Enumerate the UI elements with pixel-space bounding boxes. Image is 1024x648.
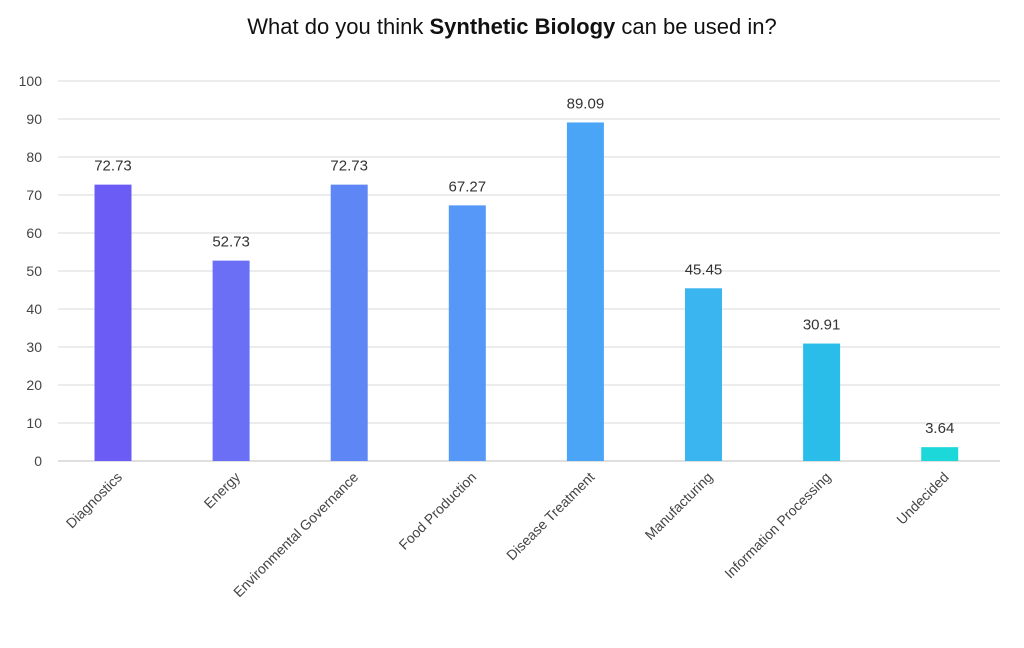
value-label: 67.27: [449, 178, 487, 195]
x-tick-label: Disease Treatment: [503, 469, 597, 563]
y-tick-label: 100: [19, 73, 43, 89]
grid-lines: [58, 80, 1000, 462]
y-tick-label: 20: [26, 377, 42, 393]
title-part-1: What do you think: [247, 14, 430, 39]
y-tick-label: 30: [26, 339, 42, 355]
bar: [566, 122, 604, 461]
value-label: 30.91: [803, 317, 841, 334]
y-tick-label: 90: [26, 111, 42, 127]
x-tick-label: Diagnostics: [63, 469, 125, 531]
value-label: 72.73: [94, 158, 132, 175]
bar: [448, 205, 486, 461]
y-tick-label: 50: [26, 263, 42, 279]
bar: [330, 184, 368, 461]
value-label: 72.73: [330, 158, 368, 175]
bar: [212, 260, 250, 461]
x-tick-label: Environmental Governance: [230, 469, 361, 600]
x-tick-label: Undecided: [893, 469, 952, 528]
bar: [803, 343, 841, 461]
x-tick-label: Information Processing: [721, 469, 834, 582]
x-tick-label: Food Production: [395, 469, 479, 553]
bar: [921, 447, 959, 461]
bar: [685, 288, 722, 461]
chart-title: What do you think Synthetic Biology can …: [0, 14, 1024, 40]
y-tick-label: 60: [26, 225, 42, 241]
y-axis-ticks: 0 10 20 30 40 50 60 70 80 90 100: [19, 73, 43, 469]
y-tick-label: 10: [26, 415, 42, 431]
bars: [94, 122, 959, 461]
value-label: 45.45: [685, 261, 723, 278]
y-tick-label: 0: [34, 453, 42, 469]
value-label: 3.64: [925, 420, 954, 437]
value-label: 52.73: [212, 234, 250, 251]
x-tick-label: Energy: [201, 469, 244, 512]
value-labels: 72.73 52.73 72.73 67.27 89.09 45.45 30.91 3.64: [94, 95, 954, 437]
x-tick-label: Manufacturing: [642, 469, 716, 543]
y-tick-label: 70: [26, 187, 42, 203]
title-part-2: Synthetic Biology: [429, 14, 616, 39]
y-tick-label: 80: [26, 149, 42, 165]
value-label: 89.09: [567, 95, 605, 112]
title-part-3: can be used in?: [615, 14, 777, 39]
y-tick-label: 40: [26, 301, 42, 317]
bar: [94, 184, 132, 461]
